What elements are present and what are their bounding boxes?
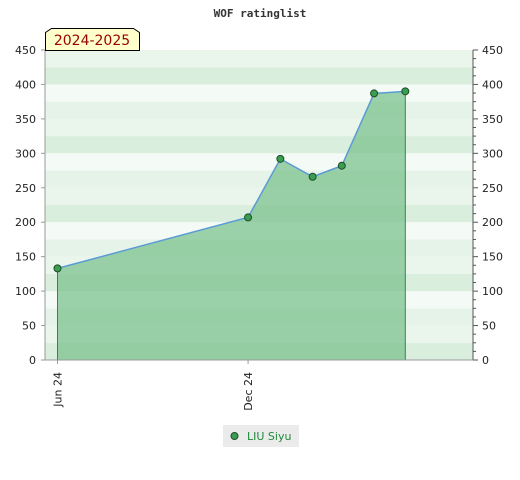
data-point bbox=[370, 89, 379, 98]
legend-series-name: LIU Siyu bbox=[247, 430, 291, 443]
data-point bbox=[53, 264, 62, 273]
grid-band bbox=[45, 67, 473, 85]
y-tick-label-left: 50 bbox=[22, 320, 36, 333]
y-tick-label-right: 200 bbox=[482, 216, 503, 229]
data-point bbox=[401, 87, 410, 96]
x-tick-label: Dec 24 bbox=[242, 372, 255, 411]
data-point bbox=[308, 172, 317, 181]
y-tick-label-left: 200 bbox=[15, 216, 36, 229]
legend-marker-icon bbox=[230, 432, 239, 440]
grid-band bbox=[45, 136, 473, 154]
y-tick-label-right: 0 bbox=[482, 354, 489, 367]
data-point bbox=[276, 154, 285, 163]
y-tick-label-right: 250 bbox=[482, 182, 503, 195]
data-point bbox=[337, 161, 346, 170]
grid-band bbox=[45, 118, 473, 137]
y-tick-label-left: 250 bbox=[15, 182, 36, 195]
y-tick-label-left: 100 bbox=[15, 285, 36, 298]
y-tick-label-right: 400 bbox=[482, 78, 503, 91]
x-axis: Jun 24 Dec 24 bbox=[45, 359, 473, 411]
grid-band bbox=[45, 170, 473, 188]
y-axis-left: 0 50 100 150 200 250 300 350 400 450 bbox=[15, 44, 46, 367]
y-tick-label-left: 0 bbox=[29, 354, 36, 367]
data-point bbox=[244, 213, 253, 222]
grid-band bbox=[45, 84, 473, 102]
season-label: 2024-2025 bbox=[54, 33, 130, 49]
legend[interactable]: LIU Siyu bbox=[223, 425, 299, 447]
x-tick-label: Jun 24 bbox=[51, 372, 64, 408]
y-tick-label-right: 450 bbox=[482, 44, 503, 57]
y-tick-label-right: 50 bbox=[482, 320, 496, 333]
y-tick-label-right: 100 bbox=[482, 285, 503, 298]
grid-band bbox=[45, 101, 473, 119]
area-edge-lines bbox=[56, 91, 406, 360]
season-badge: 2024-2025 bbox=[45, 28, 140, 51]
y-tick-label-left: 350 bbox=[15, 113, 36, 126]
y-axis-right: 0 50 100 150 200 250 300 350 400 450 bbox=[472, 44, 503, 367]
data-markers bbox=[53, 87, 410, 273]
y-tick-label-right: 300 bbox=[482, 147, 503, 160]
y-tick-label-left: 300 bbox=[15, 147, 36, 160]
y-tick-label-left: 150 bbox=[15, 251, 36, 264]
rating-area-fill bbox=[57, 91, 406, 360]
y-tick-label-left: 450 bbox=[15, 44, 36, 57]
y-tick-label-right: 150 bbox=[482, 251, 503, 264]
y-tick-label-right: 350 bbox=[482, 113, 503, 126]
grid-band bbox=[45, 153, 473, 171]
grid-band bbox=[45, 50, 473, 68]
chart-title: WOF ratinglist bbox=[214, 7, 307, 20]
y-tick-label-left: 400 bbox=[15, 78, 36, 91]
